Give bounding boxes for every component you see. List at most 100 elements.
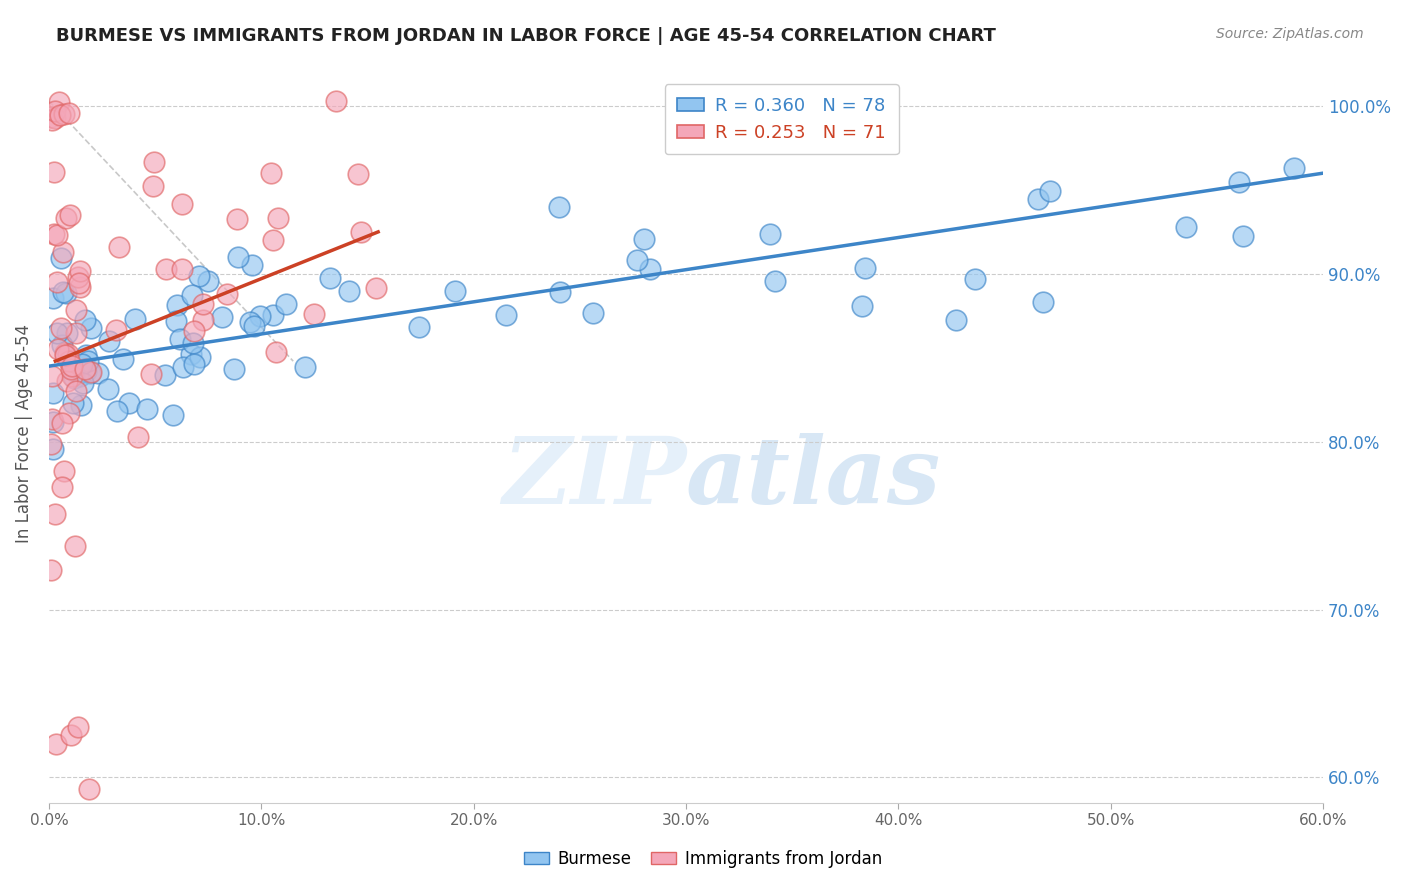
Point <box>45 326 67 341</box>
Point <box>249 309 271 323</box>
Point <box>55 374 77 388</box>
Point <box>98 334 121 349</box>
Point <box>124 311 146 326</box>
Point <box>49 251 72 265</box>
Point <box>67 720 90 734</box>
Point <box>183 324 205 338</box>
Legend: Burmese, Immigrants from Jordan: Burmese, Immigrants from Jordan <box>517 844 889 875</box>
Point <box>39 436 62 450</box>
Point <box>80 365 103 379</box>
Point <box>55 285 77 300</box>
Point <box>193 297 215 311</box>
Point <box>58 406 80 420</box>
Point <box>325 94 347 108</box>
Point <box>51 416 73 430</box>
Point <box>127 429 149 443</box>
Point <box>48 95 70 109</box>
Legend: R = 0.360   N = 78, R = 0.253   N = 71: R = 0.360 N = 78, R = 0.253 N = 71 <box>665 84 898 154</box>
Point <box>759 227 782 241</box>
Point <box>67 277 90 291</box>
Point <box>180 347 202 361</box>
Point <box>211 310 233 324</box>
Point <box>364 281 387 295</box>
Point <box>77 782 100 797</box>
Point <box>347 167 370 181</box>
Point <box>191 313 214 327</box>
Point <box>67 270 90 285</box>
Text: atlas: atlas <box>686 433 941 523</box>
Point <box>1175 220 1198 235</box>
Point <box>166 298 188 312</box>
Point <box>53 346 76 360</box>
Point <box>52 244 75 259</box>
Point <box>162 409 184 423</box>
Point <box>42 442 65 456</box>
Point <box>1282 161 1305 175</box>
Point <box>243 319 266 334</box>
Point <box>44 165 66 179</box>
Point <box>260 166 283 180</box>
Point <box>46 228 69 243</box>
Point <box>42 386 65 401</box>
Point <box>217 286 239 301</box>
Point <box>963 271 986 285</box>
Point <box>49 108 72 122</box>
Point <box>495 308 517 322</box>
Point <box>51 337 73 351</box>
Point <box>60 359 83 374</box>
Point <box>56 347 79 361</box>
Point <box>53 107 76 121</box>
Point <box>190 350 212 364</box>
Point <box>222 361 245 376</box>
Point <box>228 250 250 264</box>
Point <box>142 155 165 169</box>
Point <box>1032 294 1054 309</box>
Point <box>155 261 177 276</box>
Point <box>180 288 202 302</box>
Point <box>105 323 128 337</box>
Point <box>53 348 76 362</box>
Point <box>46 343 69 357</box>
Point <box>72 357 94 371</box>
Point <box>188 269 211 284</box>
Point <box>62 396 84 410</box>
Point <box>267 211 290 225</box>
Point <box>56 326 79 340</box>
Point <box>62 371 84 385</box>
Point <box>172 262 194 277</box>
Point <box>274 296 297 310</box>
Point <box>548 285 571 300</box>
Point <box>226 211 249 226</box>
Point <box>42 291 65 305</box>
Point <box>1039 184 1062 198</box>
Point <box>65 539 87 553</box>
Point <box>79 366 101 380</box>
Point <box>41 112 63 127</box>
Point <box>183 357 205 371</box>
Point <box>165 314 187 328</box>
Text: Source: ZipAtlas.com: Source: ZipAtlas.com <box>1216 27 1364 41</box>
Point <box>1227 175 1250 189</box>
Point <box>142 179 165 194</box>
Point <box>169 332 191 346</box>
Point <box>139 367 162 381</box>
Point <box>52 464 75 478</box>
Point <box>853 260 876 275</box>
Point <box>302 307 325 321</box>
Point <box>266 344 288 359</box>
Point <box>44 507 66 521</box>
Point <box>45 275 67 289</box>
Point <box>851 299 873 313</box>
Point <box>44 111 66 125</box>
Point <box>42 415 65 429</box>
Point <box>44 227 66 241</box>
Point <box>111 351 134 366</box>
Point <box>41 563 63 577</box>
Point <box>69 264 91 278</box>
Text: BURMESE VS IMMIGRANTS FROM JORDAN IN LABOR FORCE | AGE 45-54 CORRELATION CHART: BURMESE VS IMMIGRANTS FROM JORDAN IN LAB… <box>56 27 995 45</box>
Y-axis label: In Labor Force | Age 45-54: In Labor Force | Age 45-54 <box>15 324 32 543</box>
Point <box>45 737 67 751</box>
Point <box>945 313 967 327</box>
Point <box>65 326 87 341</box>
Point <box>41 369 63 384</box>
